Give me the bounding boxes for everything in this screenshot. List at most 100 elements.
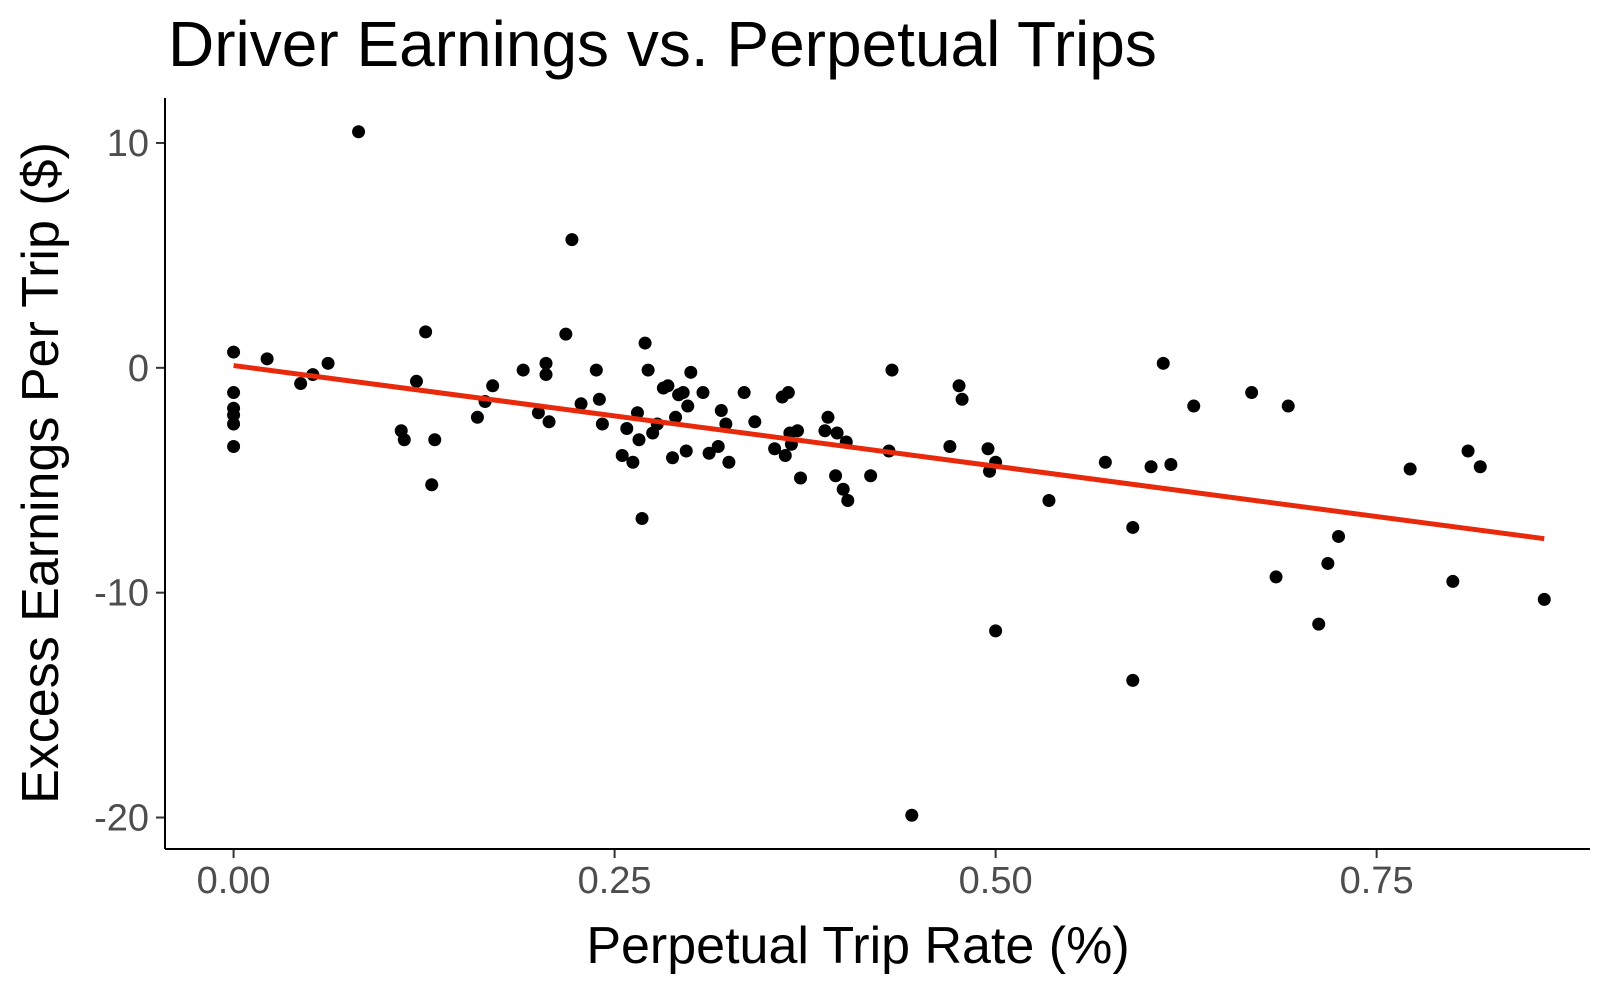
data-point [539, 356, 553, 370]
data-point [666, 451, 680, 465]
x-tick-label: 0.50 [959, 860, 1033, 902]
data-point [1321, 556, 1335, 570]
data-point [841, 493, 855, 507]
data-point [1164, 458, 1178, 472]
y-tick-label: -20 [94, 798, 149, 840]
data-point [294, 377, 308, 391]
data-point [676, 386, 690, 400]
data-point [1269, 570, 1283, 584]
data-point [714, 404, 728, 418]
y-tick-label: 0 [128, 348, 149, 390]
data-point [626, 455, 640, 469]
data-point [352, 125, 366, 139]
data-point [679, 444, 693, 458]
data-point [748, 415, 762, 429]
data-point [778, 449, 792, 463]
data-point [559, 327, 573, 341]
data-point [531, 406, 545, 420]
chart-title: Driver Earnings vs. Perpetual Trips [168, 8, 1157, 80]
data-point [684, 365, 698, 379]
data-point [638, 336, 652, 350]
data-point [1126, 520, 1140, 534]
data-point [1446, 574, 1460, 588]
data-point [955, 392, 969, 406]
data-point [635, 511, 649, 525]
data-point [1245, 386, 1259, 400]
data-point [1332, 529, 1346, 543]
data-point [722, 455, 736, 469]
data-point [1473, 460, 1487, 474]
data-point [1042, 493, 1056, 507]
data-point [227, 440, 241, 454]
data-point [227, 408, 241, 422]
data-point [227, 345, 241, 359]
data-points [227, 125, 1551, 822]
data-point [821, 410, 835, 424]
data-point [781, 386, 795, 400]
data-point [1281, 399, 1295, 413]
data-point [409, 374, 423, 388]
data-point [470, 410, 484, 424]
data-point [397, 433, 411, 447]
data-point [565, 233, 579, 247]
data-point [905, 808, 919, 822]
data-point [864, 469, 878, 483]
data-point [227, 386, 241, 400]
data-point [669, 410, 683, 424]
data-point [589, 363, 603, 377]
data-point [260, 352, 274, 366]
x-tick-label: 0.00 [197, 860, 271, 902]
data-point [768, 442, 782, 456]
data-point [794, 471, 808, 485]
data-point [1403, 462, 1417, 476]
x-tick-label: 0.75 [1340, 860, 1414, 902]
data-point [595, 417, 609, 431]
data-point [1156, 356, 1170, 370]
data-point [1126, 673, 1140, 687]
data-point [711, 440, 725, 454]
data-point [574, 397, 588, 411]
data-point [632, 433, 646, 447]
data-point [829, 469, 843, 483]
data-point [661, 379, 675, 393]
data-point [227, 417, 241, 431]
y-tick-label: 10 [107, 123, 149, 165]
data-point [419, 325, 433, 339]
data-point [592, 392, 606, 406]
data-point [1187, 399, 1201, 413]
data-point [542, 415, 556, 429]
data-point [818, 424, 832, 438]
data-point [1312, 617, 1326, 631]
data-point [641, 363, 655, 377]
data-point [1461, 444, 1475, 458]
data-point [943, 440, 957, 454]
data-point [1144, 460, 1158, 474]
data-point [428, 433, 442, 447]
data-point [836, 482, 850, 496]
data-point [952, 379, 966, 393]
data-point [885, 363, 899, 377]
data-point [1098, 455, 1112, 469]
data-point [321, 356, 335, 370]
x-axis-ticks: 0.00 0.25 0.50 0.75 [197, 849, 1414, 902]
data-point [620, 422, 634, 436]
data-point [615, 449, 629, 463]
data-point [486, 379, 500, 393]
x-tick-label: 0.25 [578, 860, 652, 902]
data-point [539, 368, 553, 382]
x-axis-label: Perpetual Trip Rate (%) [586, 917, 1129, 975]
data-point [681, 399, 695, 413]
data-point [1537, 592, 1551, 606]
data-point [737, 386, 751, 400]
data-point [981, 442, 995, 456]
data-point [425, 478, 439, 492]
data-point [830, 426, 844, 440]
y-axis-ticks: -20 -10 0 10 [94, 123, 165, 840]
data-point [989, 624, 1003, 638]
y-axis-label: Excess Earnings Per Trip ($) [12, 142, 70, 804]
data-point [702, 446, 716, 460]
data-point [719, 417, 733, 431]
data-point [790, 424, 804, 438]
y-tick-label: -10 [94, 573, 149, 615]
